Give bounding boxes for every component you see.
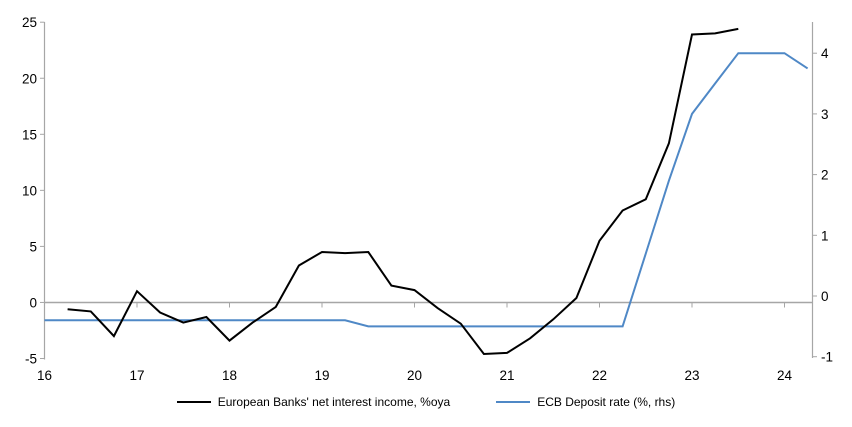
deposit-rate-line	[44, 52, 809, 328]
left-axis-label: 20	[22, 71, 37, 86]
right-axis-label: 2	[821, 168, 829, 183]
legend-item-net-interest-income: European Banks' net interest income, %oy…	[176, 395, 451, 409]
x-axis-label: 19	[314, 368, 329, 383]
right-axis-label: 1	[821, 228, 829, 243]
x-axis-label: 18	[222, 368, 237, 383]
x-axis-label: 16	[37, 368, 52, 383]
x-axis-label: 21	[499, 368, 514, 383]
black-line-swatch	[176, 401, 211, 403]
left-axis-label: 10	[22, 183, 37, 198]
right-axis-label: 3	[821, 107, 829, 122]
x-axis-label: 17	[129, 368, 144, 383]
x-axis-label: 23	[684, 368, 699, 383]
left-axis-label: 15	[22, 127, 37, 142]
x-axis-label: 20	[407, 368, 422, 383]
left-axis-label: 0	[29, 295, 37, 310]
blue-line-swatch	[496, 401, 531, 403]
left-axis-label: 5	[29, 239, 37, 254]
legend-label-net-interest-income: European Banks' net interest income, %oy…	[217, 395, 451, 409]
x-axis-label: 22	[592, 368, 607, 383]
x-axis-label: 24	[777, 368, 793, 383]
right-axis-label: 4	[821, 46, 829, 61]
legend-item-deposit-rate: ECB Deposit rate (%, rhs)	[496, 395, 675, 409]
left-axis-label: 25	[22, 15, 37, 30]
right-axis-label: 0	[821, 289, 829, 304]
chart-legend: European Banks' net interest income, %oy…	[0, 395, 852, 409]
nii-line	[67, 27, 739, 356]
right-axis-label: -1	[821, 350, 833, 365]
left-axis-label: -5	[25, 352, 37, 367]
legend-label-deposit-rate: ECB Deposit rate (%, rhs)	[537, 395, 676, 409]
